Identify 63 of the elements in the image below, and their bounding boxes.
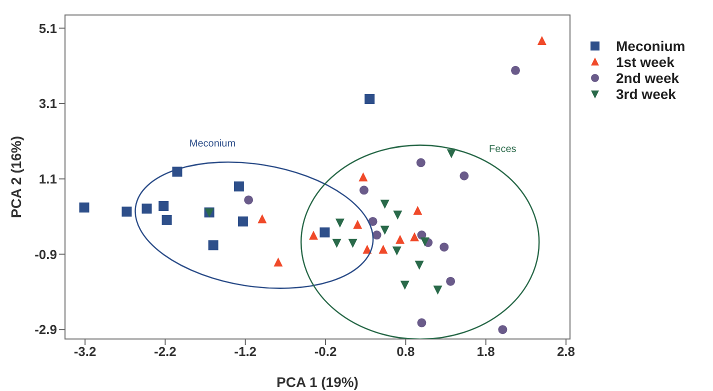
point <box>498 325 508 334</box>
x-tick-label: 1.8 <box>476 344 495 360</box>
point <box>208 240 218 250</box>
point <box>359 186 368 195</box>
y-tick-label: 1.1 <box>38 172 57 186</box>
point <box>358 172 368 182</box>
point <box>380 200 390 209</box>
x-tick-label: 0.8 <box>396 344 415 360</box>
y-tick-label: -0.9 <box>34 246 57 262</box>
point <box>446 276 456 286</box>
point <box>414 260 424 270</box>
point <box>308 230 318 240</box>
point <box>238 216 248 226</box>
point <box>410 232 419 242</box>
point <box>400 280 410 290</box>
point <box>413 206 422 215</box>
annotation: Meconium <box>189 138 236 150</box>
point <box>433 286 442 295</box>
point <box>380 226 390 235</box>
point <box>393 210 402 220</box>
y-tick-label: -2.9 <box>34 322 57 338</box>
point <box>368 216 378 226</box>
point <box>244 195 254 204</box>
point <box>417 318 426 328</box>
point <box>320 227 330 238</box>
point <box>274 258 283 267</box>
x-tick-label: -0.2 <box>314 344 337 360</box>
x-tick-label: -3.2 <box>74 344 96 360</box>
point <box>348 238 358 248</box>
legend-label: 1st week <box>616 54 674 70</box>
point <box>332 238 342 248</box>
point <box>158 201 169 212</box>
point <box>392 246 402 256</box>
point <box>353 220 362 229</box>
y-axis-title: PCA 2 (16%) <box>8 136 24 218</box>
legend-label: 3rd week <box>616 86 676 102</box>
point <box>364 94 375 104</box>
point <box>122 206 132 217</box>
point <box>420 237 430 246</box>
y-tick-label: 5.1 <box>38 20 57 36</box>
point <box>234 181 244 192</box>
point <box>142 204 152 214</box>
point <box>335 218 344 228</box>
point <box>537 36 546 45</box>
point <box>510 66 520 75</box>
point <box>372 230 382 240</box>
point <box>460 171 469 180</box>
x-axis-title: PCA 1 (19%) <box>276 374 358 390</box>
point <box>440 242 449 252</box>
x-tick-label: 2.8 <box>556 344 576 360</box>
point <box>162 214 172 225</box>
point <box>396 234 405 244</box>
point <box>446 149 456 158</box>
point <box>378 244 388 254</box>
y-tick-label: 3.1 <box>38 96 57 112</box>
x-tick-label: -2.2 <box>154 344 176 360</box>
point <box>258 214 267 224</box>
legend-label: 2nd week <box>616 70 680 86</box>
legend-label: Meconium <box>616 38 686 54</box>
annotation: Feces <box>489 144 516 156</box>
point <box>79 202 90 213</box>
point <box>416 158 426 168</box>
x-tick-label: -1.2 <box>234 344 257 360</box>
